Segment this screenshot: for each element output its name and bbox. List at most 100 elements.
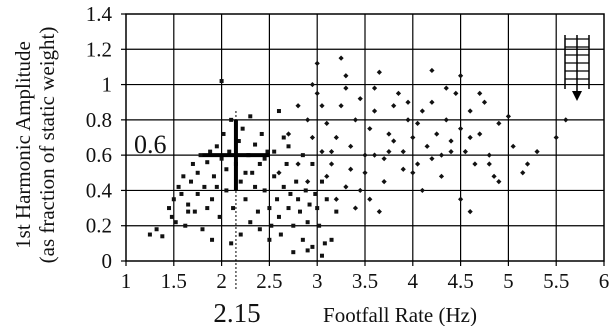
data-point-square: [238, 232, 243, 237]
data-point-square: [281, 135, 286, 140]
data-point-square: [276, 109, 281, 114]
data-point-diamond: [319, 149, 325, 155]
data-point-square: [214, 144, 219, 149]
data-point-square: [265, 149, 270, 154]
data-point-diamond: [276, 170, 282, 176]
y-tick-label: 0.6: [86, 143, 112, 167]
data-point-diamond: [486, 152, 492, 158]
data-point-square: [307, 202, 312, 207]
data-point-square: [195, 170, 200, 175]
data-point-diamond: [400, 149, 406, 155]
x-tick-label: 1: [121, 269, 132, 293]
data-point-diamond: [481, 99, 488, 105]
data-point-square: [229, 117, 234, 122]
data-point-diamond: [352, 117, 359, 123]
data-point-square: [281, 184, 286, 189]
data-point-diamond: [453, 90, 459, 96]
data-point-diamond: [305, 117, 311, 123]
data-point-square: [305, 220, 310, 225]
data-point-square: [147, 232, 152, 237]
data-point-diamond: [367, 126, 373, 132]
data-point-diamond: [405, 117, 411, 123]
data-point-square: [240, 126, 245, 131]
data-point-square: [288, 191, 293, 196]
data-point-square: [219, 79, 224, 84]
staircase-icon: [564, 35, 590, 101]
data-point-square: [257, 161, 262, 166]
data-point-square: [248, 114, 253, 119]
data-point-diamond: [458, 126, 464, 132]
data-point-square: [236, 139, 241, 144]
data-point-diamond: [443, 85, 449, 91]
data-point-diamond: [443, 117, 449, 123]
data-point-diamond: [295, 161, 301, 167]
data-point-diamond: [429, 156, 435, 162]
data-point-diamond: [314, 90, 320, 96]
data-point-diamond: [405, 99, 411, 105]
data-point-square: [154, 227, 159, 232]
y-tick-label: 1.2: [86, 37, 112, 61]
data-point-square: [250, 170, 255, 175]
data-point-square: [334, 209, 339, 214]
data-point-diamond: [438, 173, 445, 179]
data-point-square: [267, 206, 272, 211]
data-point-square: [276, 214, 281, 219]
data-point-square: [214, 184, 219, 189]
data-point-square: [224, 188, 229, 193]
data-point-diamond: [467, 134, 473, 141]
data-point-diamond: [496, 179, 502, 185]
data-point-square: [269, 223, 274, 228]
data-point-square: [319, 179, 324, 184]
data-point-diamond: [400, 166, 406, 172]
data-point-square: [313, 191, 318, 196]
data-point-diamond: [505, 113, 511, 119]
data-point-square: [272, 149, 277, 154]
data-point-diamond: [448, 138, 454, 144]
data-point-diamond: [381, 156, 387, 162]
data-point-square: [286, 206, 291, 211]
data-point-diamond: [438, 152, 445, 158]
y-axis-label-line2: (as fraction of static weight): [35, 27, 59, 264]
data-point-diamond: [391, 103, 397, 109]
data-point-diamond: [472, 161, 478, 167]
data-point-square: [259, 131, 264, 136]
data-point-square: [202, 184, 207, 189]
data-point-square: [243, 197, 248, 202]
data-point-diamond: [352, 205, 359, 211]
data-point-diamond: [343, 85, 349, 91]
data-point-diamond: [371, 108, 378, 114]
data-point-square: [305, 248, 310, 253]
x-tick-label: 4.5: [447, 269, 473, 293]
data-point-square: [190, 161, 195, 166]
data-point-diamond: [414, 120, 421, 126]
data-point-diamond: [333, 196, 339, 202]
x-tick-label: 6: [599, 269, 610, 293]
data-point-diamond: [376, 209, 382, 215]
data-point-diamond: [534, 149, 540, 155]
data-point-square: [248, 220, 253, 225]
data-point-square: [167, 206, 172, 211]
data-point-square: [317, 223, 322, 228]
data-point-diamond: [357, 187, 363, 194]
data-point-diamond: [309, 81, 316, 88]
data-point-square: [210, 237, 215, 242]
data-point-diamond: [458, 73, 464, 79]
data-point-diamond: [338, 55, 344, 61]
y-tick-label: 0.8: [86, 108, 112, 132]
data-point-square: [186, 202, 191, 207]
data-point-square: [322, 241, 327, 246]
x-tick-label: 5.5: [543, 269, 569, 293]
data-point-diamond: [458, 196, 464, 202]
data-point-square: [291, 223, 296, 228]
data-point-diamond: [371, 85, 378, 91]
data-point-diamond: [376, 69, 382, 75]
data-point-diamond: [386, 149, 392, 155]
y-tick-label: 0.2: [86, 214, 112, 238]
x-tick-label: 2: [216, 269, 227, 293]
data-point-diamond: [434, 131, 440, 137]
data-point-diamond: [467, 209, 473, 215]
grid-lines: [126, 14, 604, 261]
data-point-square: [176, 184, 181, 189]
data-point-diamond: [343, 73, 349, 79]
data-point-square: [200, 227, 205, 232]
